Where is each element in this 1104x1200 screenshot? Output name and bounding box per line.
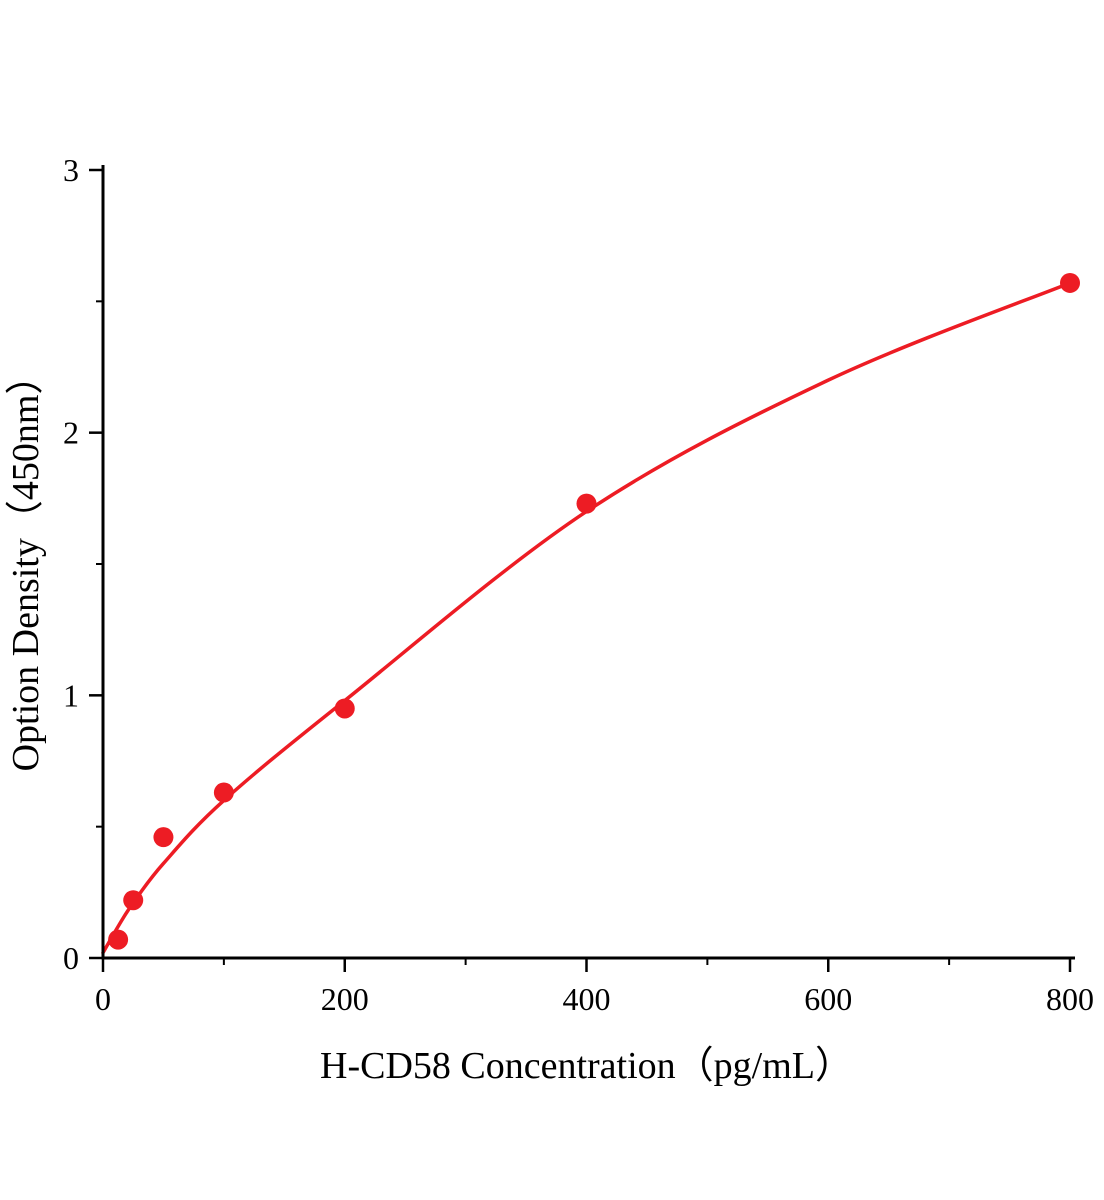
x-tick-label: 600 <box>804 981 852 1017</box>
data-point <box>153 827 174 848</box>
data-point <box>334 698 355 719</box>
y-tick-label: 3 <box>63 152 79 188</box>
fit-curve-layer <box>101 281 1072 955</box>
y-tick-label: 2 <box>63 415 79 451</box>
data-point <box>123 890 144 911</box>
x-axis: 0 200 400 600 800 <box>95 956 1094 1017</box>
fit-curve <box>101 281 1072 955</box>
data-point <box>213 782 234 803</box>
y-tick-label: 1 <box>63 677 79 713</box>
y-axis-label: Option Density（450nm） <box>5 357 47 772</box>
data-point <box>108 929 129 950</box>
data-point <box>576 493 597 514</box>
x-tick-label: 0 <box>95 981 111 1017</box>
data-points-layer <box>108 272 1080 950</box>
y-axis: 0 1 2 3 <box>63 152 105 976</box>
y-tick-label: 0 <box>63 940 79 976</box>
data-point <box>1060 272 1080 293</box>
x-tick-label: 400 <box>563 981 611 1017</box>
x-tick-label: 200 <box>321 981 369 1017</box>
x-axis-label: H-CD58 Concentration（pg/mL） <box>320 1045 853 1087</box>
x-tick-label: 800 <box>1046 981 1094 1017</box>
